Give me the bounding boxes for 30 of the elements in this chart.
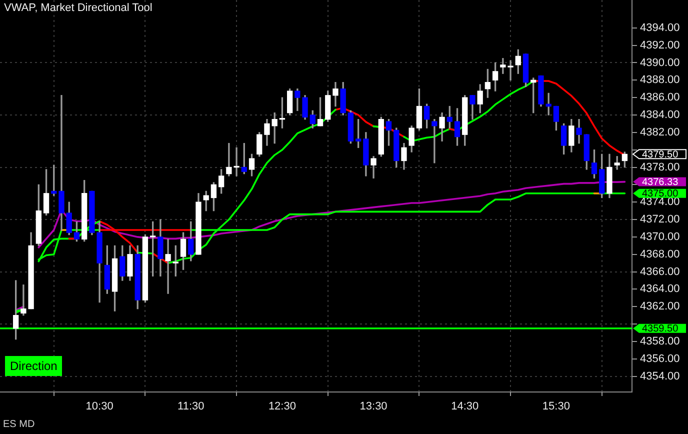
y-tick-label: 4390.00 <box>640 56 680 69</box>
y-tick-label: 4372.00 <box>640 214 680 226</box>
x-tick-label: 14:30 <box>451 400 479 413</box>
y-tick-label: 4366.00 <box>640 266 680 278</box>
y-tick-label: 4364.00 <box>640 283 680 296</box>
y-tick-label: 4388.00 <box>640 74 680 86</box>
y-tick-label: 4394.00 <box>640 22 680 34</box>
y-tick-label: 4374.00 <box>640 196 680 208</box>
text: 4379.50 <box>642 149 678 160</box>
y-tick-label: 4356.00 <box>640 352 680 365</box>
data-label: 4376.33 <box>642 177 679 188</box>
y-tick-label: 4370.00 <box>640 230 680 243</box>
chart-title: VWAP, Market Directional Tool <box>4 2 152 15</box>
y-tick-label: 4362.00 <box>640 300 680 313</box>
x-tick-label: 11:30 <box>178 400 204 413</box>
ref-line-label: 4359.50 <box>642 324 679 335</box>
x-tick-label: 13:30 <box>360 400 388 413</box>
y-tick-label: 4382.00 <box>640 126 680 138</box>
y-tick-label: 4386.00 <box>640 92 680 104</box>
text: ES MD <box>3 419 35 431</box>
y-tick-label: 4384.00 <box>640 109 680 122</box>
y-tick-label: 4378.00 <box>640 161 680 174</box>
y-tick-label: 4354.00 <box>640 370 680 382</box>
y-tick-label: 4392.00 <box>640 39 680 52</box>
x-tick-label: 10:30 <box>86 400 114 413</box>
y-tick-label: 4368.00 <box>640 248 680 260</box>
x-tick-label: 15:30 <box>542 400 570 413</box>
y-tick-label: 4358.00 <box>640 336 680 348</box>
x-tick-label: 12:30 <box>268 400 296 413</box>
annotation: Direction <box>5 356 62 376</box>
